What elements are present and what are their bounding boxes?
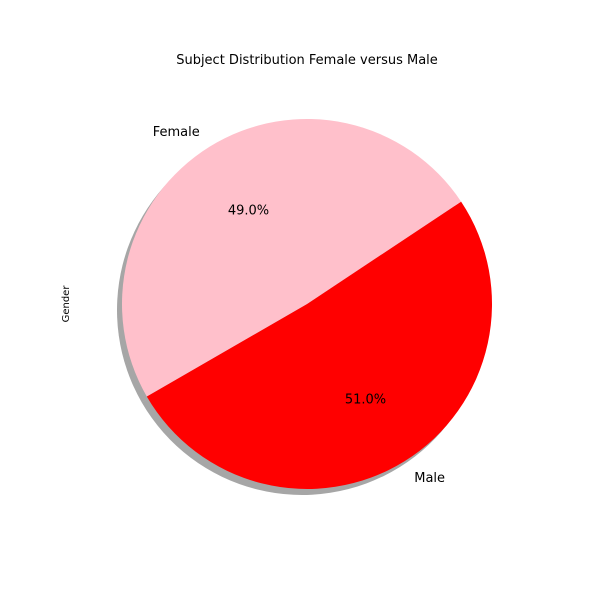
pie-slice-female [122,119,462,397]
percent-label-female: 49.0% [228,204,269,219]
y-axis-label: Gender [61,285,72,323]
slice-label-female: Female [153,125,200,140]
pie-slice-male [146,201,493,490]
slice-label-male: Male [414,471,445,486]
chart-title: Subject Distribution Female versus Male [176,53,438,68]
pie-labels: Male 51.0% Female 49.0% [153,125,445,486]
percent-label-male: 51.0% [345,392,386,407]
pie-slices [122,119,493,490]
